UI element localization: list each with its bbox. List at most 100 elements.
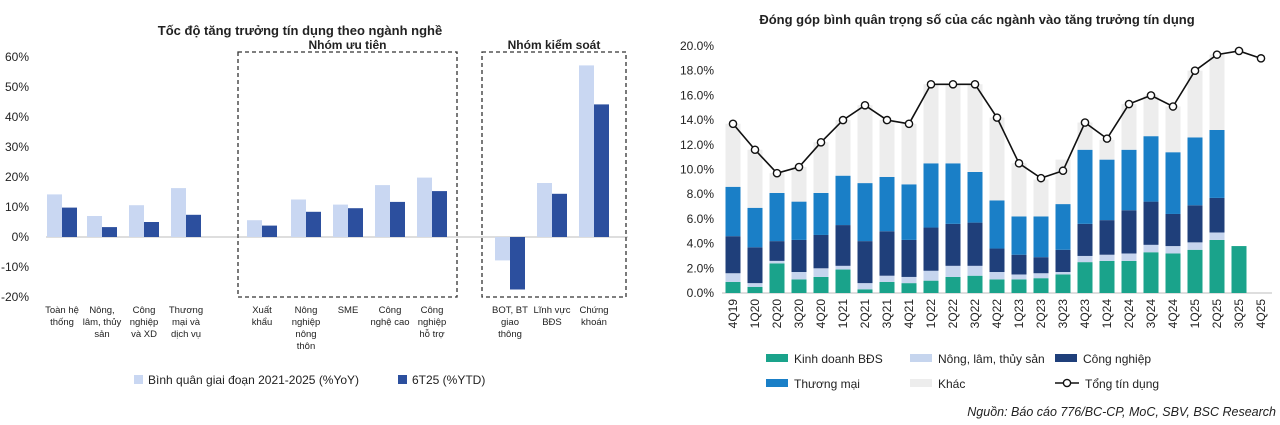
chart2-bar-segment: [857, 183, 873, 242]
chart2-bar-segment: [1033, 216, 1049, 258]
chart1-category-label: Công nghiệp và XD: [130, 305, 159, 340]
chart1-group-label: Nhóm kiểm soát: [508, 38, 601, 52]
chart2-bar-segment: [989, 117, 1005, 201]
chart1-category-label: BOT, BT giao thông: [492, 305, 528, 340]
chart2-bar-segment: [835, 269, 851, 293]
chart2-total-point: [794, 162, 804, 172]
chart2-bar-segment: [835, 120, 851, 176]
chart2-bar-segment: [1209, 239, 1225, 293]
chart2-total-point: [1190, 66, 1200, 75]
chart2-bar-segment: [1099, 220, 1115, 255]
chart2-legend-swatch: [766, 379, 788, 387]
chart2-ytick-label: 10.0%: [680, 163, 714, 177]
chart2-quarter-label: 1Q22: [924, 299, 938, 329]
chart2-bar-segment: [945, 84, 961, 164]
chart1-bar: [495, 237, 510, 261]
chart2-ytick-label: 16.0%: [680, 88, 714, 102]
chart1-bar: [186, 214, 201, 237]
chart1-group-box: [237, 51, 458, 298]
chart1-category-label: Công nghệ cao: [370, 305, 409, 328]
chart2-legend-label: Khác: [938, 377, 965, 391]
chart2-total-point: [948, 79, 958, 89]
chart2-bar-segment: [1099, 254, 1115, 261]
chart2-bar-segment: [1187, 205, 1203, 243]
chart2-bar-segment: [725, 281, 741, 293]
chart2-ytick-label: 2.0%: [687, 261, 715, 275]
chart2-bar-segment: [1165, 152, 1181, 214]
chart2-bar-segment: [1121, 260, 1137, 293]
legend-label-average: Bình quân giai đoạn 2021-2025 (%YoY): [148, 373, 359, 387]
chart2-bar-segment: [1121, 149, 1137, 211]
chart2-bar-segment: [769, 260, 785, 264]
chart2-total-point: [860, 100, 870, 110]
chart1-ytick-label: 60%: [5, 50, 29, 64]
chart2-bar-segment: [1099, 159, 1115, 221]
chart2-bar-segment: [1187, 137, 1203, 206]
chart2-bar-segment: [1165, 106, 1181, 153]
chart2-total-point: [728, 119, 738, 129]
chart2-bar-segment: [1231, 246, 1247, 293]
chart1-category-label: Lĩnh vực BĐS: [534, 305, 571, 328]
chart2-total-point: [750, 145, 760, 155]
chart2-bar-segment: [1011, 254, 1027, 275]
chart2-bar-segment: [1055, 249, 1071, 273]
chart2-bar-segment: [945, 223, 961, 266]
chart2-total-point: [1036, 173, 1046, 183]
chart2-total-point: [838, 115, 848, 125]
chart1-bar: [87, 216, 102, 237]
chart2-bar-segment: [1143, 244, 1159, 253]
chart2-ytick-label: 14.0%: [680, 113, 714, 127]
chart2-quarter-label: 4Q22: [990, 299, 1004, 329]
chart1-category-label: Công nghiệp hỗ trợ: [418, 305, 447, 340]
chart2-quarter-label: 3Q24: [1144, 299, 1158, 329]
chart1-category-label: SME: [338, 305, 359, 316]
chart1-category-label: Toàn hệ thống: [45, 305, 79, 328]
sector-growth-chart: Tốc độ tăng trưởng tín dụng theo ngành n…: [1, 23, 628, 387]
chart2-total-point: [1234, 46, 1244, 56]
chart2-title: Đóng góp bình quân trọng số của các ngàn…: [759, 12, 1194, 27]
chart1-bar: [291, 199, 306, 237]
chart2-total-point: [882, 115, 892, 125]
chart2-bar-segment: [747, 207, 763, 248]
chart2-bar-segment: [791, 272, 807, 280]
chart1-category-label: Nông, lâm, thủy sản: [83, 305, 122, 340]
chart2-bar-segment: [923, 270, 939, 281]
chart2-bar-segment: [1011, 216, 1027, 255]
chart2-bar-segment: [813, 234, 829, 269]
chart2-legend-label: Kinh doanh BĐS: [794, 352, 883, 366]
chart2-bar-segment: [879, 281, 895, 293]
chart1-bar: [348, 208, 363, 237]
chart1-bar: [262, 225, 277, 237]
chart2-bar-segment: [989, 200, 1005, 249]
chart2-bar-segment: [747, 286, 763, 293]
chart2-quarter-labels: 4Q19 1Q20 2Q20 3Q20 4Q20 1Q21 2Q21 3Q21 4Q21 1Q22…: [726, 299, 1268, 329]
chart2-bar-segment: [923, 84, 939, 164]
chart2-bar-segment: [1077, 223, 1093, 256]
chart1-ytick-label: -20%: [1, 290, 29, 304]
chart2-total-point: [772, 168, 782, 178]
chart2-bar-segment: [1055, 159, 1071, 205]
chart2-bar-segment: [857, 241, 873, 284]
chart1-bar: [129, 205, 144, 237]
chart2-legend-marker: [1062, 378, 1072, 388]
chart2-bar-segment: [967, 222, 983, 266]
legend-label-6t25: 6T25 (%YTD): [412, 373, 485, 387]
chart1-bar: [417, 177, 432, 237]
chart2-bar-segment: [1099, 139, 1115, 160]
chart1-bar: [510, 237, 525, 290]
chart2-bar-segment: [923, 280, 939, 293]
chart2-bar-segment: [857, 105, 873, 184]
chart2-bar-segment: [945, 265, 961, 277]
chart2-bar-segment: [967, 265, 983, 276]
chart2-quarter-label: 2Q20: [770, 299, 784, 329]
chart2-ytick-label: 0.0%: [687, 286, 715, 300]
chart2-total-point: [1124, 99, 1134, 109]
chart2-bar-segment: [791, 201, 807, 240]
chart2-legend-label: Nông, lâm, thủy sản: [938, 352, 1045, 366]
chart2-bar-segment: [1165, 246, 1181, 254]
chart1-bars: [47, 65, 609, 290]
chart2-total-point: [1058, 166, 1068, 176]
chart1-ytick-label: 40%: [5, 110, 29, 124]
chart2-legend-label: Thương mại: [794, 377, 860, 391]
